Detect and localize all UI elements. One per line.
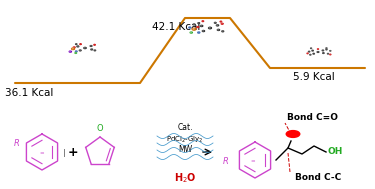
Circle shape [310, 48, 312, 49]
Circle shape [74, 47, 75, 48]
Circle shape [69, 51, 71, 52]
Circle shape [330, 54, 331, 55]
Text: Bond C=O: Bond C=O [287, 114, 338, 122]
Circle shape [84, 47, 86, 49]
Circle shape [197, 27, 199, 28]
Circle shape [94, 44, 95, 45]
Circle shape [309, 51, 310, 52]
Circle shape [202, 21, 204, 22]
Text: OH: OH [328, 147, 344, 156]
Circle shape [189, 27, 190, 28]
Circle shape [209, 27, 212, 29]
Circle shape [198, 32, 200, 33]
Text: Bond C-C: Bond C-C [295, 174, 341, 183]
Text: I: I [63, 149, 66, 159]
Circle shape [307, 53, 308, 54]
Text: Cat.: Cat. [177, 123, 193, 132]
Text: 5.9 Kcal: 5.9 Kcal [293, 72, 335, 82]
Circle shape [310, 54, 311, 55]
Circle shape [80, 50, 81, 51]
Circle shape [75, 51, 77, 52]
Text: 36.1 Kcal: 36.1 Kcal [5, 88, 53, 98]
Text: R: R [223, 157, 229, 167]
Text: MW: MW [178, 146, 192, 154]
Circle shape [189, 27, 190, 28]
Circle shape [202, 30, 204, 32]
Circle shape [222, 31, 224, 32]
Circle shape [313, 53, 314, 54]
Circle shape [214, 22, 216, 23]
Circle shape [312, 50, 313, 51]
Text: 42.1 Kcal: 42.1 Kcal [152, 22, 200, 32]
Circle shape [217, 29, 219, 30]
Circle shape [327, 53, 328, 54]
Circle shape [91, 49, 93, 50]
Circle shape [77, 46, 79, 47]
Text: PdCl$_2$-Gly$_2$: PdCl$_2$-Gly$_2$ [166, 135, 204, 145]
Circle shape [216, 25, 219, 26]
Circle shape [198, 32, 199, 33]
Text: H$_2$O: H$_2$O [174, 171, 196, 185]
Circle shape [220, 21, 221, 22]
Circle shape [192, 28, 196, 30]
Circle shape [221, 23, 223, 24]
Circle shape [326, 49, 327, 50]
Text: =: = [40, 152, 44, 156]
Text: O: O [97, 124, 103, 133]
Circle shape [286, 131, 300, 137]
Circle shape [91, 49, 92, 50]
Text: =: = [251, 160, 255, 164]
Circle shape [190, 32, 191, 33]
Circle shape [200, 25, 203, 26]
Circle shape [72, 48, 73, 49]
Text: R: R [14, 139, 20, 149]
Circle shape [94, 50, 96, 51]
Circle shape [220, 21, 222, 22]
Circle shape [190, 32, 192, 33]
Circle shape [322, 50, 324, 51]
Circle shape [72, 48, 75, 50]
Circle shape [193, 24, 195, 25]
Text: +: + [68, 146, 78, 159]
